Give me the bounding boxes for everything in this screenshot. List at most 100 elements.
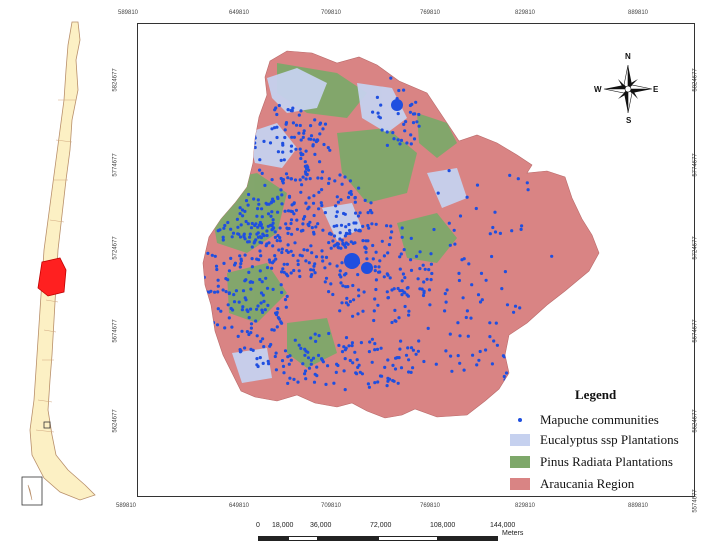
community-point: [273, 230, 277, 234]
community-point: [466, 334, 470, 338]
community-point: [335, 224, 339, 228]
community-point: [282, 371, 286, 375]
community-point: [234, 289, 238, 293]
community-point: [215, 323, 220, 327]
community-point: [398, 289, 402, 293]
community-point: [310, 251, 314, 255]
community-point: [344, 336, 349, 340]
community-point: [338, 269, 342, 273]
community-point: [373, 269, 377, 273]
community-point: [362, 290, 366, 294]
community-point: [302, 131, 306, 135]
community-point: [308, 220, 312, 224]
community-point: [402, 248, 406, 252]
community-point: [281, 364, 286, 368]
community-point: [250, 245, 254, 249]
community-point: [373, 381, 377, 385]
community-point: [346, 303, 350, 307]
community-point: [289, 209, 293, 213]
scale-segment: [258, 536, 288, 541]
community-point: [232, 300, 237, 304]
community-point: [353, 241, 357, 245]
community-point: [238, 206, 242, 210]
community-point: [256, 304, 260, 308]
community-point: [245, 133, 249, 137]
community-point: [352, 298, 356, 302]
scale-tick-0: 0: [256, 522, 260, 529]
community-point: [399, 252, 403, 256]
community-point: [403, 276, 407, 280]
community-point: [249, 226, 254, 230]
community-point: [366, 223, 370, 228]
community-point: [502, 374, 506, 379]
community-point: [373, 265, 377, 269]
community-point: [338, 173, 342, 177]
community-point: [320, 255, 324, 259]
coord-left-1: 5824677: [112, 68, 119, 92]
community-point: [301, 222, 305, 226]
community-point: [206, 310, 210, 314]
community-point: [412, 137, 417, 141]
community-point: [306, 350, 310, 354]
community-point: [226, 220, 230, 225]
community-point: [293, 338, 297, 342]
community-point: [305, 173, 309, 177]
community-point: [264, 201, 268, 205]
community-point: [458, 214, 463, 218]
community-point: [427, 288, 432, 292]
community-point: [513, 372, 517, 376]
community-point: [286, 176, 290, 180]
community-point: [355, 358, 359, 362]
community-point: [257, 202, 261, 206]
community-point: [484, 348, 488, 352]
community-point: [361, 224, 365, 228]
community-point: [256, 364, 260, 369]
community-point: [266, 212, 271, 216]
community-point: [256, 207, 260, 211]
community-point: [260, 207, 264, 211]
community-point: [229, 306, 233, 311]
community-point: [404, 120, 408, 124]
compass-e: E: [653, 85, 659, 94]
community-point: [259, 291, 264, 295]
community-point: [305, 164, 309, 168]
community-point: [258, 249, 262, 253]
community-point: [445, 288, 449, 292]
community-point: [272, 126, 277, 130]
community-point: [249, 322, 254, 326]
community-point: [347, 222, 351, 227]
inset-box-small: [43, 421, 51, 429]
community-point: [252, 197, 256, 201]
community-point: [316, 138, 320, 142]
community-point: [336, 200, 340, 204]
community-point: [293, 178, 298, 182]
community-point: [492, 339, 496, 343]
community-point: [374, 278, 378, 282]
community-point: [353, 200, 357, 204]
community-point: [340, 261, 344, 265]
community-point: [399, 138, 404, 142]
community-point: [268, 141, 273, 145]
community-point: [359, 341, 363, 345]
community-point: [514, 386, 519, 390]
community-point: [304, 201, 308, 205]
community-point: [324, 276, 329, 280]
community-point: [250, 257, 254, 261]
community-point: [280, 290, 284, 295]
community-point: [373, 297, 377, 301]
community-point: [254, 122, 258, 126]
community-point: [241, 289, 246, 293]
community-point: [254, 222, 258, 226]
community-point: [318, 122, 322, 126]
community-point: [221, 238, 225, 242]
community-point: [332, 234, 337, 238]
community-point: [280, 247, 284, 251]
community-point: [398, 255, 402, 259]
community-point: [238, 350, 242, 354]
community-point: [327, 290, 331, 294]
community-cluster: [344, 253, 360, 269]
community-point: [275, 135, 279, 140]
community-point: [337, 343, 341, 347]
community-point: [262, 139, 266, 143]
scale-tick-5: 144,000: [490, 522, 516, 529]
